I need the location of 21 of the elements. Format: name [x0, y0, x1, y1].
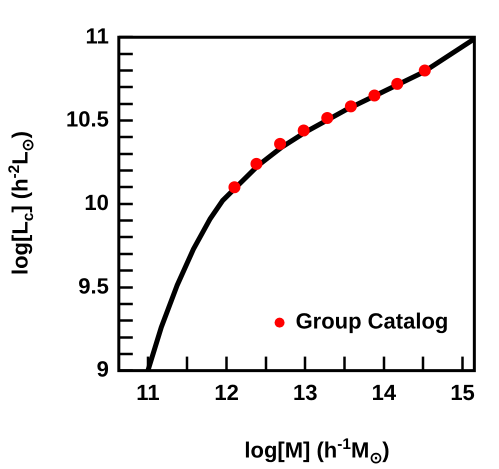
x-tick-label: 13 — [292, 380, 318, 405]
x-tick-label: 14 — [372, 380, 397, 405]
x-axis-title: log[M] (h$^{-1}$M$_{⊙}$) — [244, 436, 390, 468]
point — [274, 138, 286, 150]
point — [321, 112, 334, 124]
point — [298, 124, 310, 137]
y-tick-label: 9.5 — [78, 273, 109, 298]
y-tick-label: 9 — [96, 356, 109, 382]
x-tick-label: 15 — [450, 380, 475, 405]
x-tick-label: 12 — [214, 380, 239, 405]
x-tick-label: 11 — [136, 380, 160, 405]
y-tick-label: 10 — [84, 190, 109, 215]
point — [250, 158, 262, 170]
y-tick-label: 10.5 — [66, 106, 109, 132]
y-tick-label: 11 — [86, 23, 109, 48]
point — [228, 181, 240, 194]
point — [418, 64, 431, 77]
point — [391, 78, 404, 90]
legend-label: Group Catalog — [296, 308, 448, 334]
point — [344, 100, 357, 112]
point — [368, 90, 380, 102]
